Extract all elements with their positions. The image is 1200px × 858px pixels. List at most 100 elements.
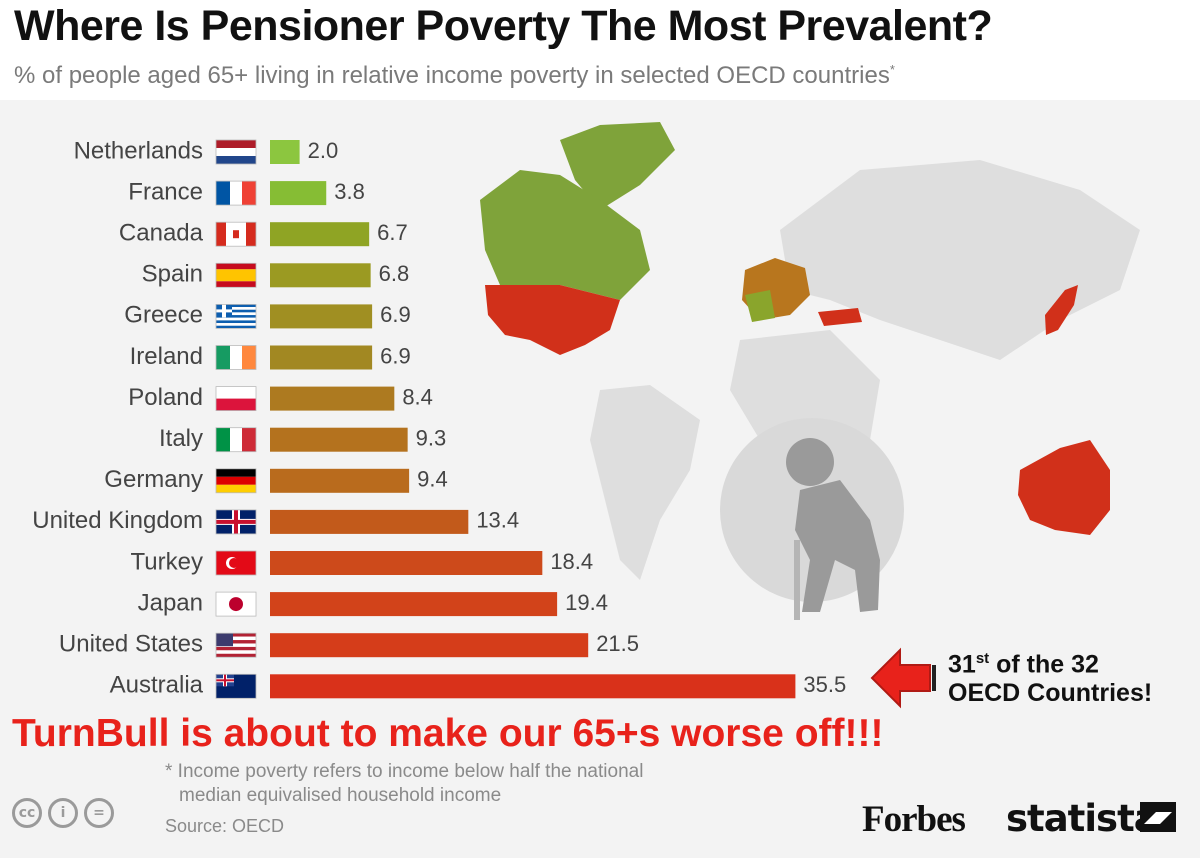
bar-row-italy: Italy 9.3 bbox=[159, 425, 447, 453]
statista-logo: statista bbox=[1006, 797, 1159, 840]
bar-row-france: France 3.8 bbox=[128, 178, 365, 206]
map-greenland bbox=[560, 122, 675, 210]
france-flag-icon bbox=[215, 180, 257, 206]
bar-row-canada: Canada 6.7 bbox=[119, 220, 408, 247]
australia-flag-icon bbox=[215, 673, 257, 699]
value-label: 8.4 bbox=[402, 384, 433, 409]
category-label: Ireland bbox=[130, 343, 203, 370]
category-label: Italy bbox=[159, 425, 203, 452]
bar bbox=[270, 345, 373, 370]
category-label: Turkey bbox=[131, 548, 203, 575]
map-australia bbox=[1018, 440, 1110, 535]
value-label: 9.3 bbox=[416, 426, 447, 451]
bar bbox=[270, 222, 370, 247]
subtitle-footnote-mark: * bbox=[889, 62, 895, 77]
map-south-america bbox=[590, 385, 700, 580]
bar-row-poland: Poland 8.4 bbox=[128, 384, 433, 412]
turkey-flag-icon bbox=[215, 550, 257, 576]
bar-series: Netherlands 2.0 France 3.8 Canada 6.7 Spain 6.8… bbox=[32, 137, 846, 699]
japan-flag-icon bbox=[215, 591, 257, 617]
bar bbox=[270, 633, 589, 658]
bar bbox=[270, 263, 371, 288]
map-canada bbox=[480, 170, 650, 300]
value-label: 6.7 bbox=[377, 220, 408, 245]
category-label: Canada bbox=[119, 220, 204, 247]
footnote-line-1: * Income poverty refers to income below … bbox=[165, 761, 644, 782]
value-label: 3.8 bbox=[334, 179, 365, 204]
callout-line2: OECD Countries! bbox=[948, 679, 1153, 708]
canada-flag-icon bbox=[215, 221, 257, 247]
bar bbox=[270, 140, 300, 164]
value-label: 6.8 bbox=[379, 261, 410, 286]
bar bbox=[270, 551, 543, 575]
united-kingdom-flag-icon bbox=[215, 509, 257, 535]
value-label: 19.4 bbox=[565, 590, 608, 615]
value-label: 6.9 bbox=[380, 343, 411, 368]
united-states-flag-icon bbox=[215, 632, 257, 658]
map-europe-south bbox=[745, 290, 775, 322]
value-label: 21.5 bbox=[596, 631, 639, 656]
statista-mark-icon bbox=[1140, 802, 1176, 832]
elderly-person-icon bbox=[720, 418, 904, 620]
bar-row-japan: Japan 19.4 bbox=[138, 589, 608, 617]
bar bbox=[270, 386, 395, 411]
callout-line1: 31st of the 32 bbox=[948, 644, 1152, 679]
bar bbox=[270, 592, 558, 617]
forbes-logo: Forbes bbox=[862, 799, 966, 840]
category-label: Australia bbox=[110, 672, 204, 699]
category-label: Spain bbox=[142, 261, 203, 288]
value-label: 2.0 bbox=[308, 138, 339, 163]
ireland-flag-icon bbox=[215, 345, 257, 370]
map-japan bbox=[1045, 285, 1078, 335]
spain-flag-icon bbox=[215, 262, 257, 288]
bar-row-spain: Spain 6.8 bbox=[142, 261, 410, 288]
category-label: Japan bbox=[138, 589, 203, 616]
cc-icon: cc bbox=[12, 798, 42, 828]
footnote-line-2: median equivalised household income bbox=[179, 785, 502, 806]
bar bbox=[270, 674, 796, 699]
source-text: Source: OECD bbox=[165, 816, 285, 836]
map-turkey bbox=[818, 308, 862, 326]
value-label: 9.4 bbox=[417, 467, 448, 492]
chart-title: Where Is Pensioner Poverty The Most Prev… bbox=[14, 2, 993, 50]
category-label: United States bbox=[59, 631, 203, 658]
callout-rank-number: 31 bbox=[948, 650, 976, 679]
poland-flag-icon bbox=[215, 386, 257, 412]
bar-row-germany: Germany 9.4 bbox=[104, 466, 448, 494]
greece-flag-icon bbox=[215, 303, 257, 329]
headline-text: TurnBull is about to make our 65+s worse… bbox=[12, 712, 884, 755]
category-label: France bbox=[128, 178, 203, 205]
bar-row-netherlands: Netherlands 2.0 bbox=[74, 137, 339, 165]
rank-callout: 31st of the 32 OECD Countries! bbox=[948, 644, 1152, 708]
callout-rank-suffix: st bbox=[975, 650, 990, 667]
bar bbox=[270, 468, 410, 493]
map-usa bbox=[485, 285, 620, 355]
callout-rank-rest: of the 32 bbox=[989, 650, 1099, 679]
germany-flag-icon bbox=[215, 468, 257, 494]
map-eurasia bbox=[780, 160, 1140, 360]
value-label: 13.4 bbox=[476, 508, 519, 533]
bar-row-greece: Greece 6.9 bbox=[124, 302, 411, 329]
value-label: 35.5 bbox=[803, 672, 846, 697]
bar bbox=[270, 181, 327, 206]
no-derivatives-icon: = bbox=[84, 798, 114, 828]
category-label: Germany bbox=[104, 466, 203, 493]
bar-row-ireland: Ireland 6.9 bbox=[130, 343, 411, 370]
bar-row-turkey: Turkey 18.4 bbox=[131, 548, 593, 576]
bar-row-united-kingdom: United Kingdom 13.4 bbox=[32, 507, 519, 535]
netherlands-flag-icon bbox=[215, 139, 257, 165]
bar bbox=[270, 509, 469, 534]
callout-arrow-icon bbox=[870, 647, 936, 709]
category-label: United Kingdom bbox=[32, 507, 203, 534]
bar-row-united-states: United States 21.5 bbox=[59, 631, 639, 658]
license-icons: cc i = bbox=[12, 798, 114, 828]
value-label: 18.4 bbox=[550, 549, 593, 574]
bar bbox=[270, 304, 373, 329]
italy-flag-icon bbox=[215, 427, 257, 453]
footnote: * Income poverty refers to income below … bbox=[165, 760, 643, 808]
category-label: Greece bbox=[124, 302, 203, 329]
value-label: 6.9 bbox=[380, 302, 411, 327]
bar bbox=[270, 427, 408, 452]
